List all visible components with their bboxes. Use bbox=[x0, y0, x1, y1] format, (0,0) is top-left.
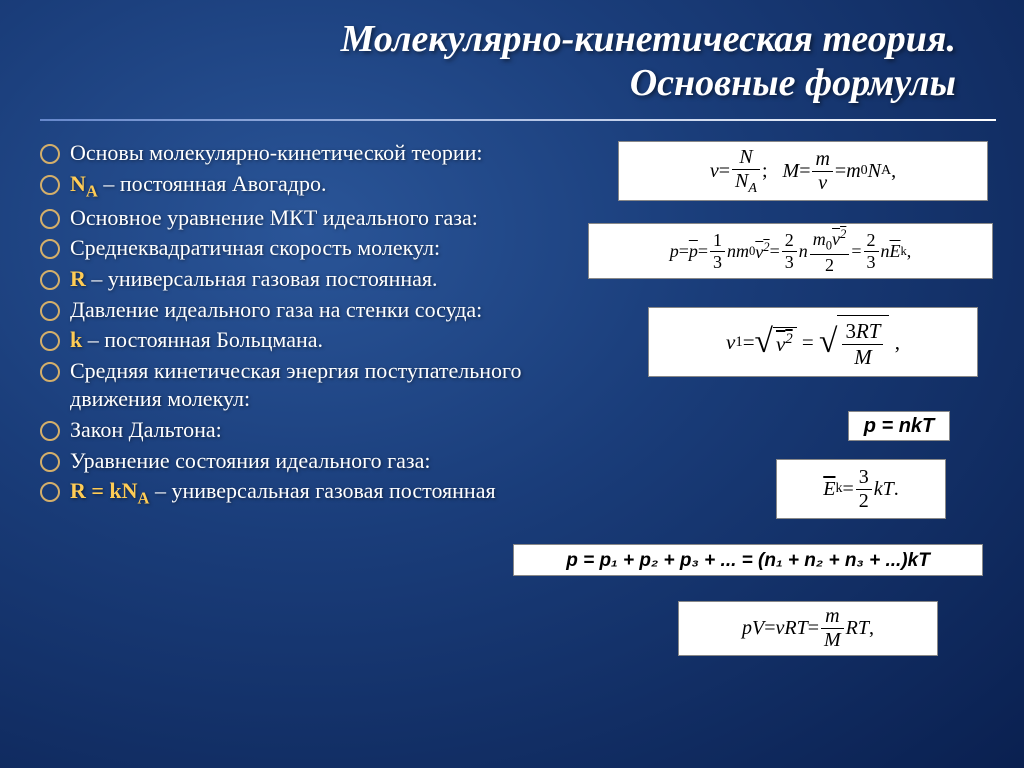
slide-title: Молекулярно-кинетическая теория. Основны… bbox=[40, 18, 996, 115]
bullet-text: Основы молекулярно-кинетической теории: bbox=[70, 139, 550, 168]
bullet-text: k – постоянная Больцмана. bbox=[70, 326, 550, 355]
bullet-icon bbox=[40, 452, 60, 472]
bullet-8: Средняя кинетическая энергия поступатель… bbox=[40, 357, 550, 414]
bullet-text: R = kNA – универсальная газовая постоянн… bbox=[70, 477, 550, 509]
highlight-NA: NA bbox=[70, 171, 98, 196]
slide-container: Молекулярно-кинетическая теория. Основны… bbox=[0, 0, 1024, 768]
bullet-5: R – универсальная газовая постоянная. bbox=[40, 265, 550, 294]
formula-nu-M: ν = NNA; M = mv = m0NA, bbox=[618, 141, 988, 201]
formula-Ek: Ek = 32kT. bbox=[776, 459, 946, 519]
highlight-R: R bbox=[70, 266, 86, 291]
bullet-text: Среднеквадратичная скорость молекул: bbox=[70, 234, 550, 263]
title-underline bbox=[40, 119, 996, 121]
bullet-10: Уравнение состояния идеального газа: bbox=[40, 447, 550, 476]
bullet-text: Уравнение состояния идеального газа: bbox=[70, 447, 550, 476]
bullet-icon bbox=[40, 175, 60, 195]
bullet-icon bbox=[40, 362, 60, 382]
formula-state-equation: pV = νRT = mMRT, bbox=[678, 601, 938, 656]
bullet-list: Основы молекулярно-кинетической теории: … bbox=[40, 139, 550, 511]
bullet-icon bbox=[40, 421, 60, 441]
formula-dalton: p = p₁ + p₂ + p₃ + ... = (n₁ + n₂ + n₃ +… bbox=[513, 544, 983, 576]
bullet-icon bbox=[40, 239, 60, 259]
bullet-3: Основное уравнение МКТ идеального газа: bbox=[40, 204, 550, 233]
bullet-text: Основное уравнение МКТ идеального газа: bbox=[70, 204, 550, 233]
bullet-icon bbox=[40, 482, 60, 502]
title-line-1: Молекулярно-кинетическая теория. bbox=[341, 18, 956, 60]
formula-pressure-mkt: p = p = 13nm0v2 = 23n m0v22 = 23nEk, bbox=[588, 223, 993, 279]
bullet-4: Среднеквадратичная скорость молекул: bbox=[40, 234, 550, 263]
bullet-6: Давление идеального газа на стенки сосуд… bbox=[40, 296, 550, 325]
bullet-text: Давление идеального газа на стенки сосуд… bbox=[70, 296, 550, 325]
formula-column: ν = NNA; M = mv = m0NA, p = p = 13nm0v2 … bbox=[558, 139, 996, 511]
bullet-icon bbox=[40, 209, 60, 229]
bullet-icon bbox=[40, 144, 60, 164]
bullet-2: NA – постоянная Авогадро. bbox=[40, 170, 550, 202]
highlight-k: k bbox=[70, 327, 82, 352]
bullet-text: Средняя кинетическая энергия поступатель… bbox=[70, 357, 550, 414]
bullet-text: R – универсальная газовая постоянная. bbox=[70, 265, 550, 294]
formula-p-nkT: p = nkT bbox=[848, 411, 950, 441]
content-row: Основы молекулярно-кинетической теории: … bbox=[40, 139, 996, 511]
bullet-icon bbox=[40, 331, 60, 351]
formula-rms-velocity: v1 = √v2 = √3RTM , bbox=[648, 307, 978, 377]
title-line-2: Основные формулы bbox=[630, 62, 956, 104]
bullet-7: k – постоянная Больцмана. bbox=[40, 326, 550, 355]
bullet-icon bbox=[40, 301, 60, 321]
bullet-1: Основы молекулярно-кинетической теории: bbox=[40, 139, 550, 168]
highlight-RkNA: R = kNA bbox=[70, 478, 149, 503]
bullet-9: Закон Дальтона: bbox=[40, 416, 550, 445]
bullet-11: R = kNA – универсальная газовая постоянн… bbox=[40, 477, 550, 509]
bullet-icon bbox=[40, 270, 60, 290]
bullet-text: Закон Дальтона: bbox=[70, 416, 550, 445]
bullet-text: NA – постоянная Авогадро. bbox=[70, 170, 550, 202]
